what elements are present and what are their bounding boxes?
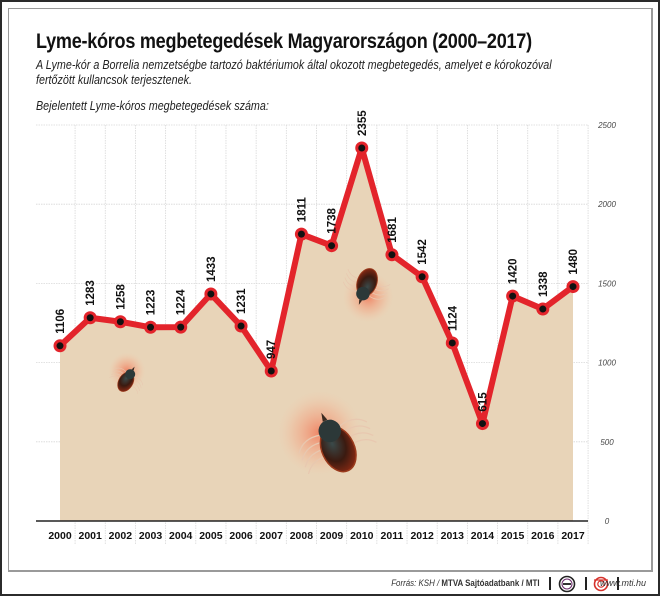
data-label: 615	[477, 392, 489, 412]
marker-dot	[388, 251, 396, 259]
data-label: 1231	[236, 288, 248, 314]
marker-dot	[56, 342, 64, 350]
x-tick-label: 2000	[48, 530, 72, 542]
x-tick-label: 2016	[531, 530, 555, 542]
x-tick-label: 2004	[169, 530, 193, 542]
x-tick-label: 2002	[109, 530, 133, 542]
y-axis: 0 500 1000 1500 2000 2500	[597, 121, 616, 526]
x-tick-label: 2013	[441, 530, 465, 542]
marker-dot	[116, 318, 124, 326]
data-label: 1338	[538, 271, 550, 297]
marker-dot	[147, 323, 155, 331]
tick-illustration	[342, 268, 394, 323]
x-axis: 2000 2001 2002 2003 2004 2005 2006 2007 2008 2009…	[36, 520, 588, 542]
divider	[617, 577, 619, 590]
y-tick-label: 1000	[598, 359, 616, 368]
y-tick-label: 0	[605, 517, 610, 526]
data-label: 1681	[387, 217, 399, 243]
area-fill	[60, 147, 573, 521]
data-label: 2355	[357, 110, 369, 136]
data-markers	[53, 141, 580, 431]
data-label: 1811	[296, 197, 308, 223]
data-label: 1542	[417, 239, 429, 265]
mti-logo-icon	[593, 576, 609, 592]
x-tick-label: 2011	[381, 530, 404, 542]
y-tick-label: 500	[600, 438, 614, 447]
marker-dot	[358, 144, 366, 152]
leg	[133, 376, 144, 386]
source-text: Forrás: KSH / MTVA Sajtóadatbank / MTI	[392, 578, 540, 588]
y-tick-label: 1500	[598, 279, 616, 288]
marker-dot	[177, 323, 185, 331]
series-label: Bejelentett Lyme-kóros megbetegedések sz…	[36, 99, 269, 113]
y-tick-label: 2000	[597, 200, 616, 209]
tick-illustration	[108, 352, 146, 394]
x-tick-label: 2012	[410, 530, 434, 542]
marker-dot	[478, 420, 486, 428]
x-tick-label: 2009	[320, 530, 344, 542]
marker-dot	[569, 283, 577, 291]
leg	[338, 418, 368, 428]
x-tick-label: 2017	[561, 530, 585, 542]
data-label: 1223	[146, 290, 158, 316]
tick-head	[321, 412, 328, 422]
marker-dot	[237, 322, 245, 330]
x-tick-label: 2001	[78, 530, 102, 542]
mtva-logo-icon	[558, 575, 576, 593]
data-label: 1283	[85, 280, 97, 306]
tick-shield	[318, 419, 342, 443]
tick-head	[358, 299, 363, 305]
data-label: 1124	[447, 305, 459, 331]
x-tick-label: 2015	[501, 530, 525, 542]
data-label: 1224	[176, 289, 188, 315]
x-tick-label: 2010	[350, 530, 374, 542]
data-label: 947	[266, 340, 278, 359]
website-link[interactable]: www.mti.hu	[599, 578, 646, 588]
marker-dot	[448, 339, 456, 347]
chart-subtitle: A Lyme-kór a Borrelia nemzetségbe tartoz…	[36, 58, 552, 87]
chart-title: Lyme-kóros megbetegedések Magyarországon…	[36, 30, 532, 53]
source-prefix: Forrás: KSH /	[391, 578, 442, 588]
data-label: 1738	[327, 208, 339, 234]
tick-shield	[356, 286, 370, 301]
tick-head	[131, 366, 135, 371]
tick-illustrations	[108, 268, 394, 476]
tick-illustration	[277, 390, 377, 476]
x-tick-label: 2014	[471, 530, 495, 542]
leg	[368, 295, 386, 300]
x-tick-label: 2003	[139, 530, 163, 542]
marker-dot	[297, 230, 305, 238]
x-tick-label: 2007	[260, 530, 284, 542]
divider	[585, 577, 587, 590]
y-tick-label: 2500	[597, 121, 616, 130]
x-tick-label: 2006	[229, 530, 253, 542]
marker-dot	[328, 242, 336, 250]
leg	[114, 367, 127, 373]
data-labels: 1106 1283 1258 1223 1224 1433 1231 947 1811 1738 2…	[55, 110, 580, 412]
footer: Forrás: KSH / MTVA Sajtóadatbank / MTI w…	[0, 574, 660, 594]
data-label: 1106	[55, 309, 67, 334]
data-label: 1258	[115, 284, 127, 310]
data-label: 1420	[508, 258, 520, 284]
leg	[342, 281, 358, 292]
marker-dot	[509, 292, 517, 300]
marker-dot	[207, 290, 215, 298]
area-path	[60, 147, 573, 521]
x-tick-label: 2008	[290, 530, 314, 542]
marker-dot	[539, 305, 547, 313]
x-tick-label: 2005	[199, 530, 223, 542]
tick-shield	[125, 369, 136, 380]
data-label: 1480	[568, 249, 580, 275]
source-agency: MTVA Sajtóadatbank / MTI	[441, 578, 540, 588]
marker-dot	[418, 273, 426, 281]
divider	[549, 577, 551, 590]
leg	[298, 434, 321, 454]
chart-panel	[8, 8, 653, 572]
marker-dot	[86, 314, 94, 322]
data-label: 1433	[206, 256, 218, 282]
marker-dot	[267, 367, 275, 375]
